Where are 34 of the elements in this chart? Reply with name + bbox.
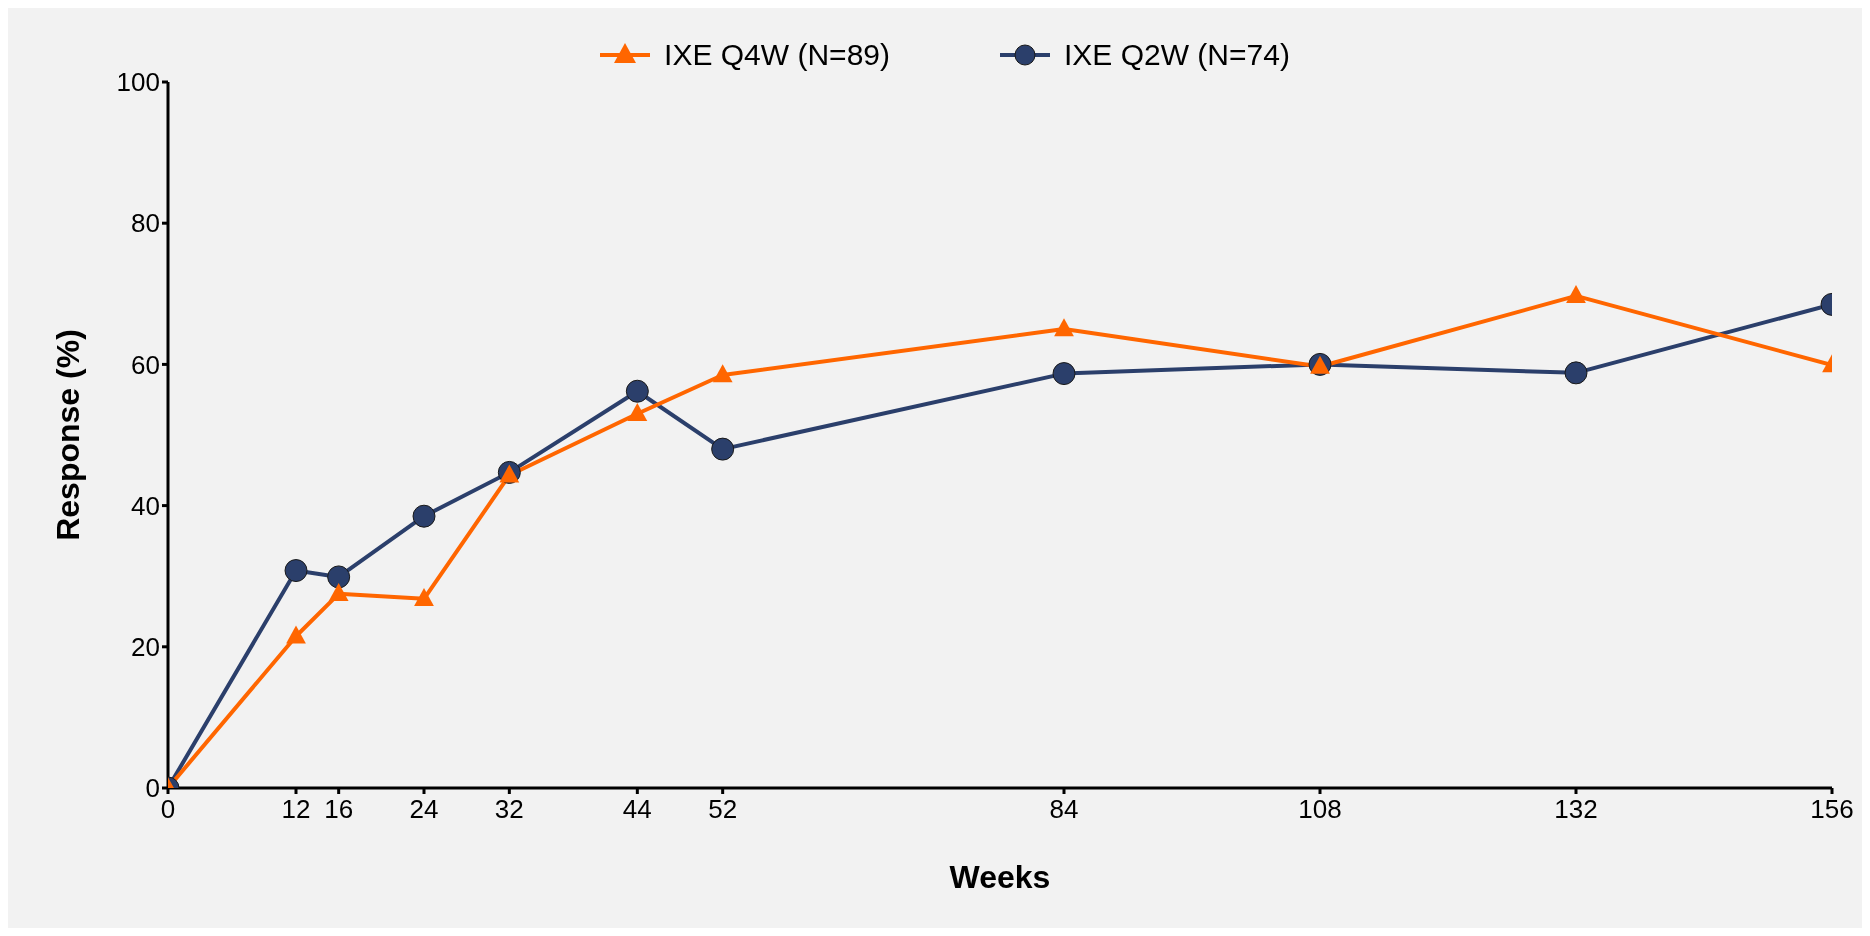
y-tick-label: 60 bbox=[131, 349, 160, 380]
point bbox=[711, 437, 735, 461]
point bbox=[1566, 285, 1586, 304]
y-tick-label: 40 bbox=[131, 490, 160, 521]
point bbox=[284, 559, 308, 583]
legend-label: IXE Q2W (N=74) bbox=[1064, 38, 1290, 72]
x-axis-title: Weeks bbox=[949, 859, 1051, 895]
point bbox=[328, 583, 349, 602]
y-tick-label: 0 bbox=[145, 773, 160, 804]
legend-label: IXE Q4W (N=89) bbox=[664, 38, 890, 72]
x-tick-label: 32 bbox=[494, 794, 524, 825]
x-tick-label: 52 bbox=[708, 794, 738, 825]
x-tick-label: 156 bbox=[1810, 794, 1854, 825]
point bbox=[1052, 362, 1076, 386]
x-tick-label: 24 bbox=[409, 794, 439, 825]
y-tick-label: 80 bbox=[131, 208, 160, 239]
point bbox=[1564, 361, 1588, 385]
y-tick-label: 20 bbox=[131, 632, 160, 663]
point bbox=[327, 565, 351, 589]
point bbox=[1054, 318, 1074, 337]
point bbox=[627, 403, 648, 422]
x-tick-label: 84 bbox=[1049, 794, 1079, 825]
y-tick-label: 100 bbox=[116, 67, 160, 98]
x-tick-label: 16 bbox=[324, 794, 354, 825]
point bbox=[414, 587, 434, 606]
x-tick-label: 132 bbox=[1554, 794, 1598, 825]
point bbox=[712, 364, 733, 383]
point bbox=[625, 379, 649, 403]
x-tick-label: 12 bbox=[281, 794, 311, 825]
point bbox=[412, 504, 436, 528]
y-axis-title: Response (%) bbox=[50, 329, 87, 541]
x-tick-label: 108 bbox=[1298, 794, 1342, 825]
x-tick-label: 44 bbox=[622, 794, 652, 825]
point bbox=[286, 625, 306, 644]
